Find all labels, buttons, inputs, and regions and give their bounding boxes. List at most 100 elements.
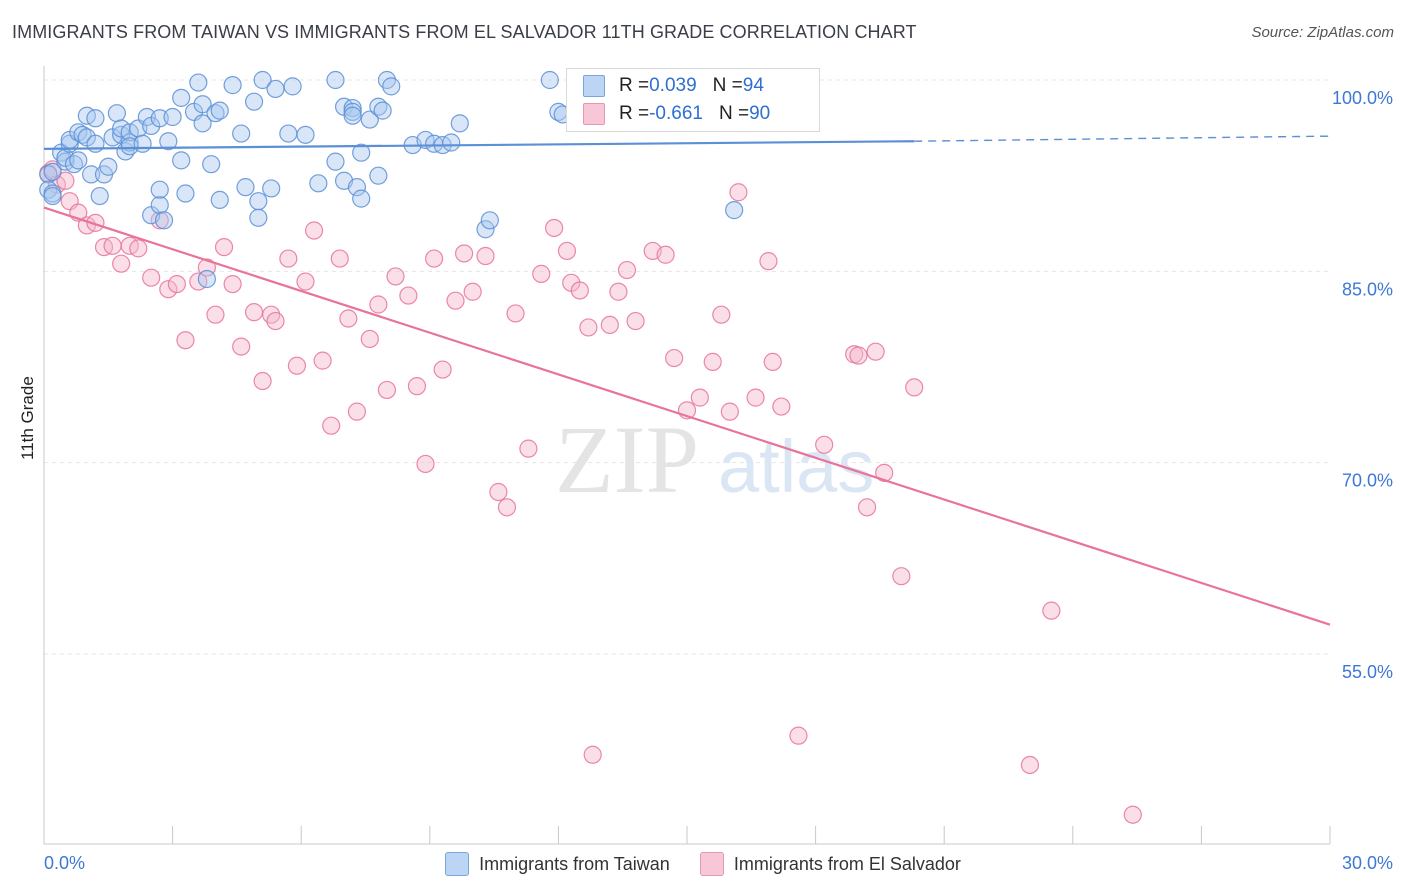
point-taiwan-56 xyxy=(249,208,268,227)
point-taiwan-64 xyxy=(309,174,328,193)
point-el-salvador-45 xyxy=(433,360,452,379)
point-taiwan-32 xyxy=(137,107,156,127)
point-el-salvador-86 xyxy=(905,378,924,397)
point-el-salvador-66 xyxy=(656,245,675,264)
point-el-salvador-24 xyxy=(244,303,264,322)
point-taiwan-28 xyxy=(120,123,139,142)
point-el-salvador-12 xyxy=(129,239,148,258)
point-el-salvador-37 xyxy=(360,329,379,349)
n-value: 90 xyxy=(749,103,771,124)
trend-lines xyxy=(43,135,1331,626)
point-taiwan-45 xyxy=(189,73,208,92)
point-el-salvador-79 xyxy=(815,435,834,454)
point-taiwan-80 xyxy=(343,106,362,125)
point-taiwan-2 xyxy=(43,162,62,181)
y-tick-label-1: 70.0% xyxy=(1342,471,1393,491)
r-value: 0.039 xyxy=(649,75,697,96)
trend-line-el-salvador xyxy=(43,206,1331,626)
x-tick-label-max: 30.0% xyxy=(1342,853,1393,873)
correlation-row-el-salvador: R = -0.661 N = 90 xyxy=(583,102,770,126)
point-el-salvador-48 xyxy=(463,282,482,301)
y-tick-label-2: 85.0% xyxy=(1342,279,1393,299)
point-el-salvador-50 xyxy=(489,482,508,502)
point-el-salvador-74 xyxy=(746,388,765,407)
point-el-salvador-71 xyxy=(712,305,731,324)
correlation-row-taiwan: R = 0.039 N = 94 xyxy=(583,74,764,98)
point-el-salvador-22 xyxy=(223,274,242,294)
watermark-atlas: atlas xyxy=(718,425,874,508)
point-taiwan-19 xyxy=(90,186,109,206)
n-label: N = xyxy=(718,103,750,124)
point-taiwan-89 xyxy=(540,70,559,90)
point-taiwan-74 xyxy=(369,166,388,185)
point-el-salvador-53 xyxy=(519,439,538,458)
point-taiwan-71 xyxy=(352,143,371,162)
point-el-salvador-30 xyxy=(296,272,315,291)
point-el-salvador-61 xyxy=(600,315,619,335)
point-taiwan-86 xyxy=(450,114,469,133)
point-el-salvador-36 xyxy=(347,402,367,421)
r-label: R = xyxy=(619,75,650,96)
x-tick-label-min: 0.0% xyxy=(44,853,85,873)
point-taiwan-77 xyxy=(373,101,392,120)
point-el-salvador-77 xyxy=(772,397,791,416)
point-el-salvador-72 xyxy=(720,402,739,421)
point-taiwan-23 xyxy=(107,104,126,123)
point-el-salvador-9 xyxy=(103,236,122,255)
point-taiwan-52 xyxy=(210,190,229,210)
point-taiwan-60 xyxy=(266,79,285,99)
point-el-salvador-35 xyxy=(339,309,358,328)
r-value: -0.661 xyxy=(649,103,703,124)
point-el-salvador-59 xyxy=(579,318,598,337)
point-taiwan-78 xyxy=(382,77,401,96)
point-taiwan-37 xyxy=(150,109,169,128)
point-taiwan-57 xyxy=(249,192,268,211)
point-el-salvador-69 xyxy=(690,388,709,407)
point-taiwan-55 xyxy=(244,92,264,111)
point-el-salvador-16 xyxy=(167,274,186,294)
point-el-salvador-63 xyxy=(617,260,637,280)
point-el-salvador-15 xyxy=(159,280,178,299)
point-el-salvador-38 xyxy=(369,295,388,314)
point-el-salvador-25 xyxy=(253,371,272,391)
point-taiwan-18 xyxy=(86,109,105,128)
point-taiwan-42 xyxy=(172,151,191,170)
point-taiwan-4 xyxy=(43,186,62,206)
point-el-salvador-67 xyxy=(665,348,684,368)
y-axis-label: 11th Grade xyxy=(18,376,37,460)
legend-swatch-taiwan xyxy=(445,852,470,876)
point-el-salvador-43 xyxy=(416,454,435,474)
correlation-legend: R = 0.039 N = 94 R = -0.661 N = 90 xyxy=(566,68,820,132)
legend-swatch-el-salvador xyxy=(699,852,724,876)
point-el-salvador-64 xyxy=(626,311,645,331)
legend-swatch-taiwan xyxy=(583,75,605,97)
point-el-salvador-39 xyxy=(377,380,397,400)
point-el-salvador-85 xyxy=(892,567,911,586)
point-el-salvador-58 xyxy=(570,281,589,300)
point-taiwan-73 xyxy=(360,110,379,129)
point-taiwan-61 xyxy=(279,124,298,143)
legend-swatch-el-salvador xyxy=(583,103,605,125)
point-el-salvador-20 xyxy=(206,305,225,324)
y-tick-label-0: 55.0% xyxy=(1342,662,1393,682)
point-taiwan-39 xyxy=(159,132,178,151)
point-el-salvador-42 xyxy=(407,377,427,396)
point-taiwan-27 xyxy=(120,133,139,152)
point-el-salvador-78 xyxy=(789,726,808,745)
series-legend: Immigrants from Taiwan Immigrants from E… xyxy=(0,852,1406,876)
point-taiwan-41 xyxy=(172,88,191,107)
point-el-salvador-76 xyxy=(763,352,782,371)
point-taiwan-87 xyxy=(476,220,495,239)
point-el-salvador-3 xyxy=(56,171,75,190)
grid-lines xyxy=(44,79,1330,655)
point-taiwan-63 xyxy=(296,125,315,144)
point-taiwan-66 xyxy=(326,70,345,90)
point-taiwan-93 xyxy=(236,178,255,197)
point-taiwan-38 xyxy=(154,211,174,230)
point-taiwan-16 xyxy=(82,165,101,184)
point-taiwan-85 xyxy=(442,133,461,152)
point-el-salvador-44 xyxy=(424,249,444,268)
point-taiwan-35 xyxy=(150,195,169,215)
point-el-salvador-33 xyxy=(322,416,341,435)
